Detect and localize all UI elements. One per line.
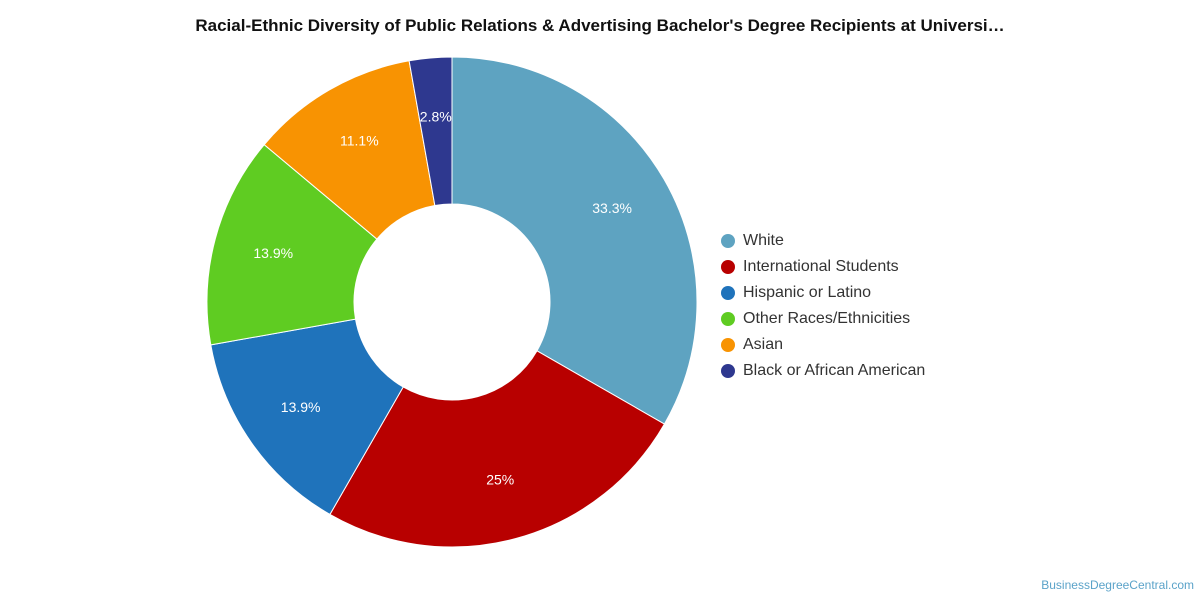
legend-item-white[interactable]: White bbox=[721, 228, 925, 254]
data-label-hispanic-or-latino: 13.9% bbox=[281, 399, 321, 415]
data-label-asian: 11.1% bbox=[340, 133, 379, 149]
data-label-white: 33.3% bbox=[592, 200, 632, 216]
slice-hispanic-or-latino[interactable] bbox=[210, 318, 404, 516]
legend-item-asian[interactable]: Asian bbox=[721, 332, 925, 358]
legend-swatch-icon bbox=[721, 312, 735, 326]
legend-label: International Students bbox=[743, 258, 899, 275]
legend-label: Asian bbox=[743, 336, 784, 353]
legend-label: White bbox=[743, 232, 784, 249]
legend-item-hispanic-or-latino[interactable]: Hispanic or Latino bbox=[721, 280, 925, 306]
legend-swatch-icon bbox=[721, 260, 735, 274]
legend-swatch-icon bbox=[721, 338, 735, 352]
legend-item-other-races-ethnicities[interactable]: Other Races/Ethnicities bbox=[721, 306, 925, 332]
chart-title: Racial-Ethnic Diversity of Public Relati… bbox=[195, 16, 1005, 35]
slice-black-or-african-american[interactable] bbox=[408, 56, 453, 207]
legend-label: Black or African American bbox=[743, 362, 926, 379]
slice-white[interactable] bbox=[451, 56, 698, 425]
legend-item-international-students[interactable]: International Students bbox=[721, 254, 925, 280]
legend-swatch-icon bbox=[721, 286, 735, 300]
legend-label: Other Races/Ethnicities bbox=[743, 310, 911, 327]
legend-item-black-or-african-american[interactable]: Black or African American bbox=[721, 358, 925, 384]
slice-other-races-ethnicities[interactable] bbox=[206, 143, 378, 346]
labels-group: 33.3% 25% 13.9% 13.9% 11.1% 2.8% bbox=[253, 108, 632, 487]
data-label-other-races-ethnicities: 13.9% bbox=[253, 245, 293, 261]
source-credit[interactable]: BusinessDegreeCentral.com bbox=[1041, 578, 1194, 592]
legend-swatch-icon bbox=[721, 234, 735, 248]
slice-asian[interactable] bbox=[263, 60, 436, 240]
legend-label: Hispanic or Latino bbox=[743, 284, 872, 301]
legend-swatch-icon bbox=[721, 364, 735, 378]
slices-group bbox=[206, 56, 698, 548]
chart-legend: White International Students Hispanic or L… bbox=[721, 228, 925, 384]
data-label-black-or-african-american: 2.8% bbox=[420, 108, 452, 124]
data-label-international-students: 25% bbox=[486, 471, 514, 487]
slice-international-students[interactable] bbox=[329, 350, 666, 548]
